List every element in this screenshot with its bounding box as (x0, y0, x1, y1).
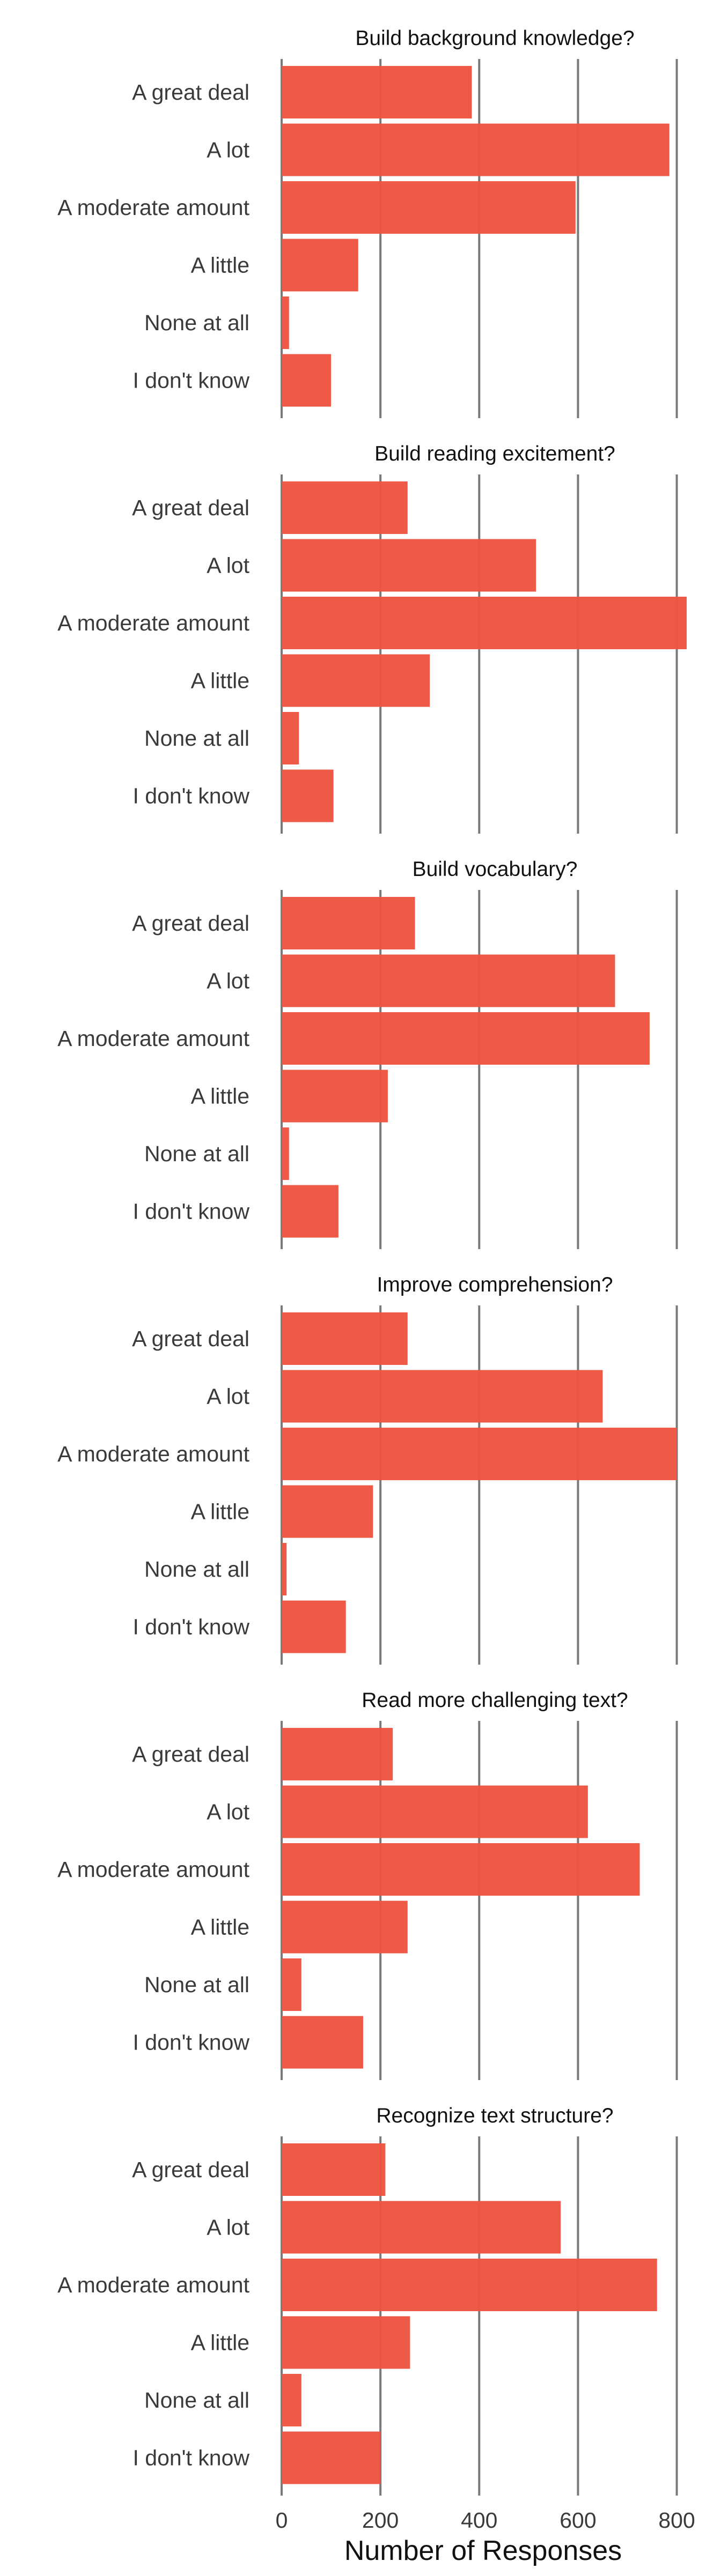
panel-title: Read more challenging text? (362, 1689, 628, 1712)
bar (282, 2374, 301, 2426)
bar (282, 769, 334, 822)
category-label: I don't know (133, 1615, 249, 1639)
category-label: A little (191, 1084, 249, 1109)
category-label: A little (191, 1915, 249, 1940)
bar (282, 1070, 388, 1123)
bar (282, 1428, 677, 1480)
category-label: None at all (144, 310, 249, 335)
bar (282, 654, 430, 707)
bar (282, 897, 415, 949)
category-label: None at all (144, 1141, 249, 1166)
bar (282, 1127, 289, 1180)
bar (282, 123, 670, 176)
category-label: A lot (207, 553, 249, 578)
bar (282, 1785, 588, 1838)
category-label: A little (191, 253, 249, 278)
bar (282, 2431, 381, 2484)
category-label: I don't know (133, 2030, 249, 2055)
bar (282, 1370, 603, 1423)
x-tick-label: 0 (276, 2508, 288, 2533)
panel-title: Build vocabulary? (413, 858, 578, 881)
category-label: A lot (207, 1384, 249, 1409)
bar (282, 1485, 373, 1538)
category-label: A moderate amount (57, 1442, 249, 1466)
category-label: A great deal (132, 911, 249, 936)
category-label: I don't know (133, 2446, 249, 2470)
category-label: A lot (207, 2215, 249, 2240)
bar (282, 2143, 386, 2196)
bar (282, 1312, 408, 1365)
bar (282, 1843, 640, 1896)
bar (282, 1012, 650, 1065)
category-label: A moderate amount (57, 1857, 249, 1882)
category-label: A little (191, 2330, 249, 2355)
panel-title: Build reading excitement? (374, 442, 615, 465)
bar (282, 481, 408, 534)
bar (282, 1728, 393, 1780)
bar (282, 1185, 339, 1238)
category-label: None at all (144, 1557, 249, 1582)
bar (282, 2259, 657, 2311)
category-label: I don't know (133, 784, 249, 808)
bar (282, 539, 536, 592)
bar (282, 296, 289, 349)
category-label: A great deal (132, 1326, 249, 1351)
category-label: A lot (207, 138, 249, 162)
bar (282, 354, 332, 407)
panel-title: Improve comprehension? (377, 1273, 613, 1296)
x-tick-label: 200 (362, 2508, 399, 2533)
category-label: A lot (207, 1800, 249, 1824)
x-tick-label: 800 (658, 2508, 695, 2533)
panel-title: Build background knowledge? (355, 27, 634, 50)
bar (282, 239, 358, 292)
bar (282, 2016, 363, 2069)
category-label: A great deal (132, 2157, 249, 2182)
bar (282, 1901, 408, 1954)
category-label: A moderate amount (57, 1026, 249, 1051)
bar (282, 712, 299, 764)
x-tick-label: 400 (461, 2508, 497, 2533)
bar (282, 2316, 410, 2369)
category-label: I don't know (133, 1199, 249, 1224)
bar (282, 181, 576, 234)
bar (282, 66, 472, 118)
bar (282, 1958, 301, 2011)
bar (282, 2201, 561, 2254)
category-label: I don't know (133, 368, 249, 393)
bar (282, 1543, 287, 1595)
category-label: A great deal (132, 495, 249, 520)
category-label: None at all (144, 2388, 249, 2412)
bar (282, 954, 615, 1007)
category-label: None at all (144, 726, 249, 751)
category-label: None at all (144, 1972, 249, 1997)
x-tick-label: 600 (560, 2508, 596, 2533)
category-label: A lot (207, 969, 249, 993)
bar (282, 1600, 346, 1653)
x-axis-title: Number of Responses (344, 2535, 622, 2566)
category-label: A moderate amount (57, 195, 249, 220)
category-label: A moderate amount (57, 2273, 249, 2297)
category-label: A great deal (132, 80, 249, 105)
category-label: A moderate amount (57, 611, 249, 635)
category-label: A little (191, 669, 249, 693)
category-label: A little (191, 1499, 249, 1524)
category-label: A great deal (132, 1742, 249, 1766)
panel-title: Recognize text structure? (376, 2104, 613, 2127)
bar (282, 597, 687, 649)
